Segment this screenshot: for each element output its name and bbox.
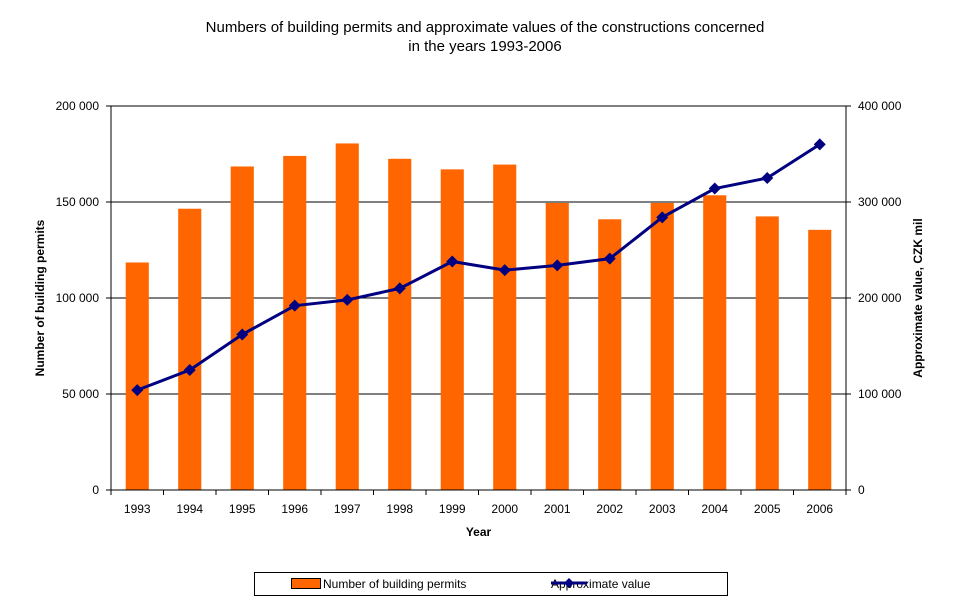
bar-2005: [755, 216, 779, 490]
value-marker-2003: [656, 211, 669, 224]
legend-swatch-bar: [291, 578, 321, 589]
chart-title-line-2: in the years 1993-2006: [408, 38, 562, 55]
value-marker-2002: [603, 252, 616, 265]
value-marker-2000: [498, 264, 511, 277]
y-tick-label: 100 000: [56, 291, 100, 305]
x-tick-label: 1996: [281, 502, 308, 516]
y2-tick-label: 0: [858, 483, 865, 497]
y2-tick-label: 100 000: [858, 387, 902, 401]
x-tick-label: 1998: [386, 502, 413, 516]
gridlines: [111, 105, 846, 395]
y2-tick-label: 300 000: [858, 195, 902, 209]
chart-title-line-1: Numbers of building permits and approxim…: [205, 19, 765, 36]
axes: [106, 105, 851, 495]
x-tick-label: 2001: [544, 502, 571, 516]
bar-2006: [808, 229, 832, 490]
bar-series: [125, 143, 832, 491]
x-tick-label: 2004: [701, 502, 728, 516]
legend-label-value: Approximate value: [551, 577, 651, 591]
value-marker-2006: [813, 138, 826, 151]
legend-item-value: Approximate value: [551, 577, 650, 591]
y2-axis-title: Approximate value, CZK mil: [911, 218, 925, 377]
value-marker-1996: [288, 299, 301, 312]
bar-1994: [178, 208, 202, 490]
legend-swatch-line: [551, 578, 587, 588]
legend: Number of building permits Approximate v…: [254, 572, 728, 596]
bar-1996: [283, 155, 307, 491]
value-marker-1993: [131, 384, 144, 397]
x-axis-title: Year: [466, 525, 492, 539]
x-tick-label: 2002: [596, 502, 623, 516]
bar-1998: [388, 158, 412, 491]
x-tick-label: 2000: [491, 502, 518, 516]
legend-item-permits: Number of building permits: [291, 577, 466, 591]
bar-1999: [440, 169, 464, 491]
y-axis-title: Number of building permits: [33, 219, 47, 376]
x-tick-label: 1993: [124, 502, 151, 516]
value-marker-1994: [183, 364, 196, 376]
y-tick-label: 200 000: [56, 99, 100, 113]
bar-2001: [545, 202, 569, 490]
x-tick-label: 1994: [176, 502, 203, 516]
value-marker-1998: [393, 282, 406, 295]
value-marker-2005: [761, 172, 774, 184]
y2-tick-label: 200 000: [858, 291, 902, 305]
bar-1993: [125, 262, 149, 490]
y2-tick-label: 400 000: [858, 99, 902, 113]
x-tick-label: 2005: [754, 502, 781, 516]
axis-labels: 0 50 000 100 000 150 000 200 000 0 100 000 200 …: [33, 99, 925, 539]
bar-2000: [493, 164, 517, 490]
legend-label-permits: Number of building permits: [323, 577, 467, 591]
y-tick-label: 150 000: [56, 195, 100, 209]
bar-1995: [230, 166, 254, 491]
y-tick-label: 0: [92, 483, 99, 497]
bar-2002: [598, 219, 622, 490]
bar-2004: [703, 195, 727, 490]
value-marker-2001: [551, 259, 564, 272]
bar-1997: [335, 143, 359, 490]
y-tick-label: 50 000: [62, 387, 99, 401]
x-tick-label: 1995: [229, 502, 256, 516]
value-line: [136, 143, 821, 392]
value-marker-2004: [708, 182, 721, 195]
value-marker-1999: [446, 255, 459, 268]
x-tick-label: 1997: [334, 502, 361, 516]
value-marker-1997: [341, 293, 354, 306]
chart-title: Numbers of building permits and approxim…: [0, 18, 970, 56]
x-tick-label: 1999: [439, 502, 466, 516]
bar-2003: [650, 202, 674, 490]
line-series: [131, 138, 826, 397]
x-tick-label: 2006: [806, 502, 833, 516]
x-tick-label: 2003: [649, 502, 676, 516]
value-marker-1995: [236, 328, 249, 341]
